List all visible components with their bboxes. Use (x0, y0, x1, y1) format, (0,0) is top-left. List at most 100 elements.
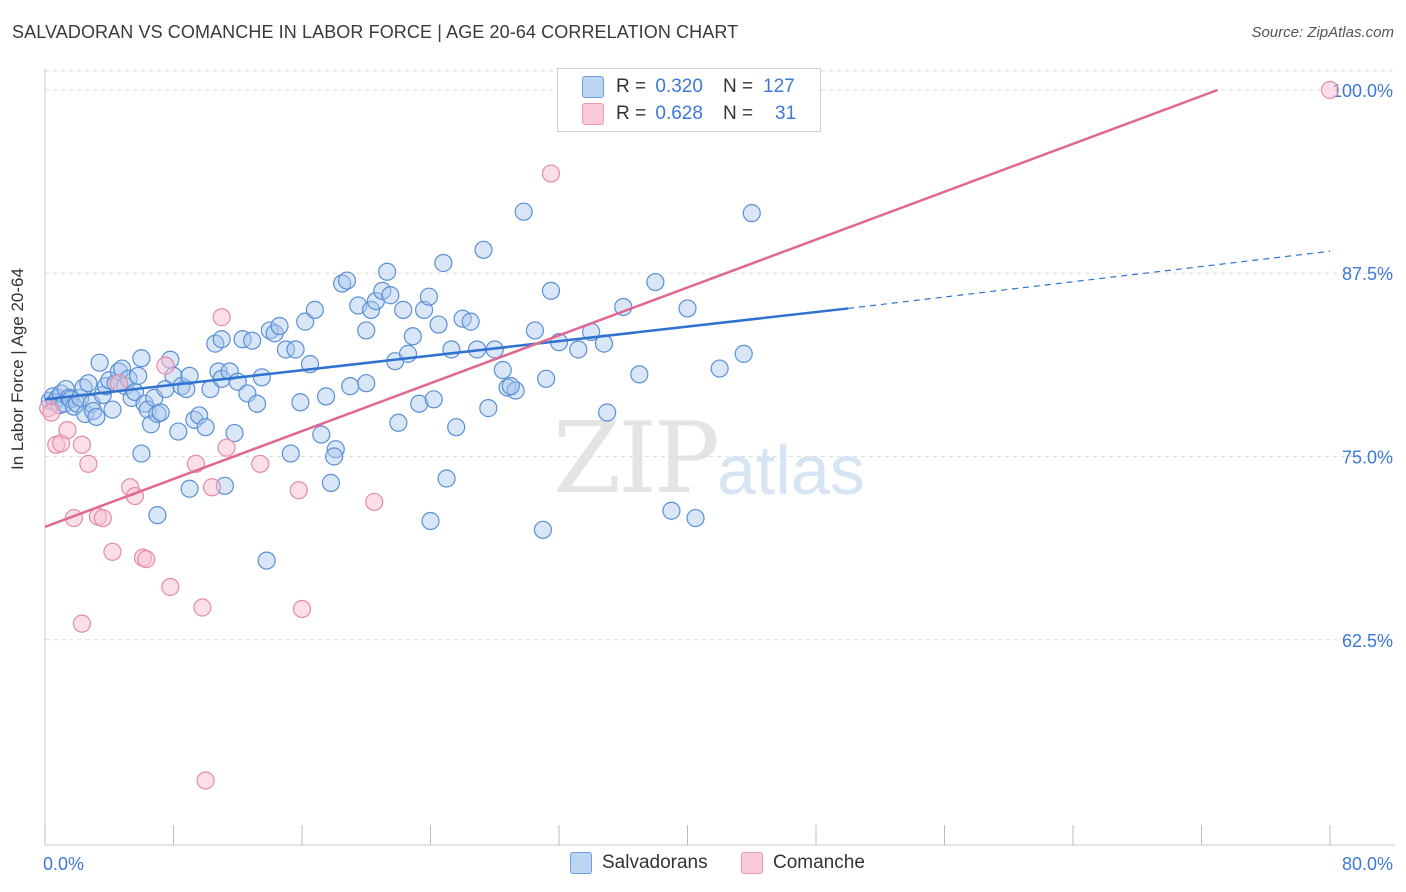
salvadoran-point (196, 418, 215, 437)
salvadoran-point (662, 501, 681, 520)
salvadorans-legend-label: Salvadorans (602, 852, 708, 873)
comanche-point (193, 598, 212, 617)
salvadoran-point (337, 271, 357, 290)
bottom-legend-comanche: Comanche (741, 852, 865, 874)
comanche-point (292, 599, 312, 619)
y-tick-label: 87.5% (1342, 264, 1393, 284)
salvadoran-trend-extension (848, 250, 1331, 310)
comanche-point (156, 356, 175, 375)
salvadoran-point (378, 262, 397, 281)
salvadoran-point (84, 401, 103, 421)
salvadoran-swatch (582, 76, 604, 98)
comanche-n-value: 31 (775, 103, 797, 124)
salvadoran-point (233, 330, 252, 349)
salvadoran-point (286, 340, 305, 359)
chart-title: SALVADORAN VS COMANCHE IN LABOR FORCE | … (12, 22, 739, 42)
salvadoran-point (180, 479, 199, 498)
salvadoran-point (686, 508, 705, 528)
comanche-point (79, 454, 98, 473)
comanche-trend-line (44, 88, 1218, 529)
salvadoran-point (321, 473, 341, 492)
source-label: Source: ZipAtlas.com (1251, 24, 1394, 41)
salvadoran-n-value: 127 (763, 76, 795, 97)
salvadoran-point (742, 204, 761, 223)
salvadoran-point (79, 374, 98, 393)
salvadoran-point (270, 316, 289, 336)
salvadoran-point (357, 374, 376, 393)
y-tick-label: 62.5% (1342, 631, 1393, 651)
salvadoran-point (389, 413, 408, 432)
salvadoran-point (132, 444, 151, 463)
salvadoran-point (243, 331, 262, 350)
comanche-point (251, 454, 270, 473)
salvadoran-r-label: R = (616, 76, 647, 97)
salvadoran-point (357, 321, 376, 340)
salvadoran-trend-line (44, 307, 849, 401)
salvadoran-point (569, 340, 588, 359)
comanche-r-value: 0.628 (655, 103, 703, 124)
correlation-legend: R = 0.320 N = 127 R = 0.628 N = 31 (557, 68, 821, 132)
salvadoran-point (541, 281, 561, 300)
salvadoran-point (461, 312, 480, 331)
salvadoran-point (361, 300, 381, 319)
comanche-n-label: N = (722, 103, 754, 124)
y-tick-label: 75.0% (1342, 448, 1393, 468)
comanche-point (289, 481, 308, 500)
comanche-point (42, 403, 61, 422)
salvadoran-point (537, 369, 556, 388)
comanche-legend-swatch (741, 852, 763, 874)
comanche-point (137, 550, 156, 569)
salvadoran-point (479, 399, 498, 418)
comanche-swatch (582, 103, 604, 125)
salvadoran-point (312, 425, 331, 444)
comanche-point (541, 164, 561, 183)
comanche-point (72, 435, 92, 454)
legend-row-comanche: R = 0.628 N = 31 (582, 102, 796, 126)
salvadoran-point (525, 321, 545, 340)
salvadoran-point (442, 340, 461, 359)
salvadoran-n-label: N = (722, 76, 754, 97)
salvadoran-point (316, 387, 336, 406)
salvadoran-point (533, 520, 553, 539)
comanche-point (196, 771, 215, 790)
comanche-point (93, 508, 112, 528)
salvadoran-point (103, 400, 122, 419)
comanche-point (365, 492, 384, 512)
comanche-point (1320, 80, 1340, 100)
salvadoran-point (421, 511, 440, 531)
salvadoran-point (225, 423, 244, 443)
salvadoran-point (419, 287, 438, 306)
comanche-legend-label: Comanche (773, 852, 865, 873)
watermark-zip: ZIP (553, 402, 720, 516)
salvadoran-point (514, 202, 533, 221)
salvadoran-point (474, 240, 493, 259)
comanche-point (202, 478, 222, 497)
salvadoran-point (710, 359, 729, 378)
salvadoran-point (180, 366, 199, 385)
legend-row-salvadoran: R = 0.320 N = 127 (582, 75, 795, 99)
salvadoran-point (87, 407, 106, 427)
salvadoran-point (291, 393, 310, 412)
salvadoran-point (434, 253, 453, 273)
salvadoran-point (501, 377, 520, 396)
salvadoran-point (132, 349, 151, 368)
salvadoran-point (734, 344, 753, 363)
watermark-atlas: atlas (717, 431, 865, 509)
salvadoran-point (598, 403, 617, 422)
salvadoran-point (141, 415, 161, 434)
salvadoran-point (212, 330, 231, 349)
salvadoran-point (333, 274, 352, 293)
salvadoran-point (296, 312, 315, 331)
salvadoran-point (90, 353, 109, 372)
salvadoran-point (630, 365, 649, 384)
comanche-point (161, 577, 180, 597)
salvadoran-point (129, 366, 148, 385)
salvadoran-point (276, 340, 296, 359)
x-tick-label-max: 80.0% (1342, 854, 1393, 874)
salvadoran-point (429, 315, 448, 334)
salvadoran-r-value: 0.320 (655, 76, 703, 97)
salvadoran-point (148, 506, 167, 525)
salvadoran-point (135, 394, 154, 413)
salvadoran-point (394, 300, 413, 319)
